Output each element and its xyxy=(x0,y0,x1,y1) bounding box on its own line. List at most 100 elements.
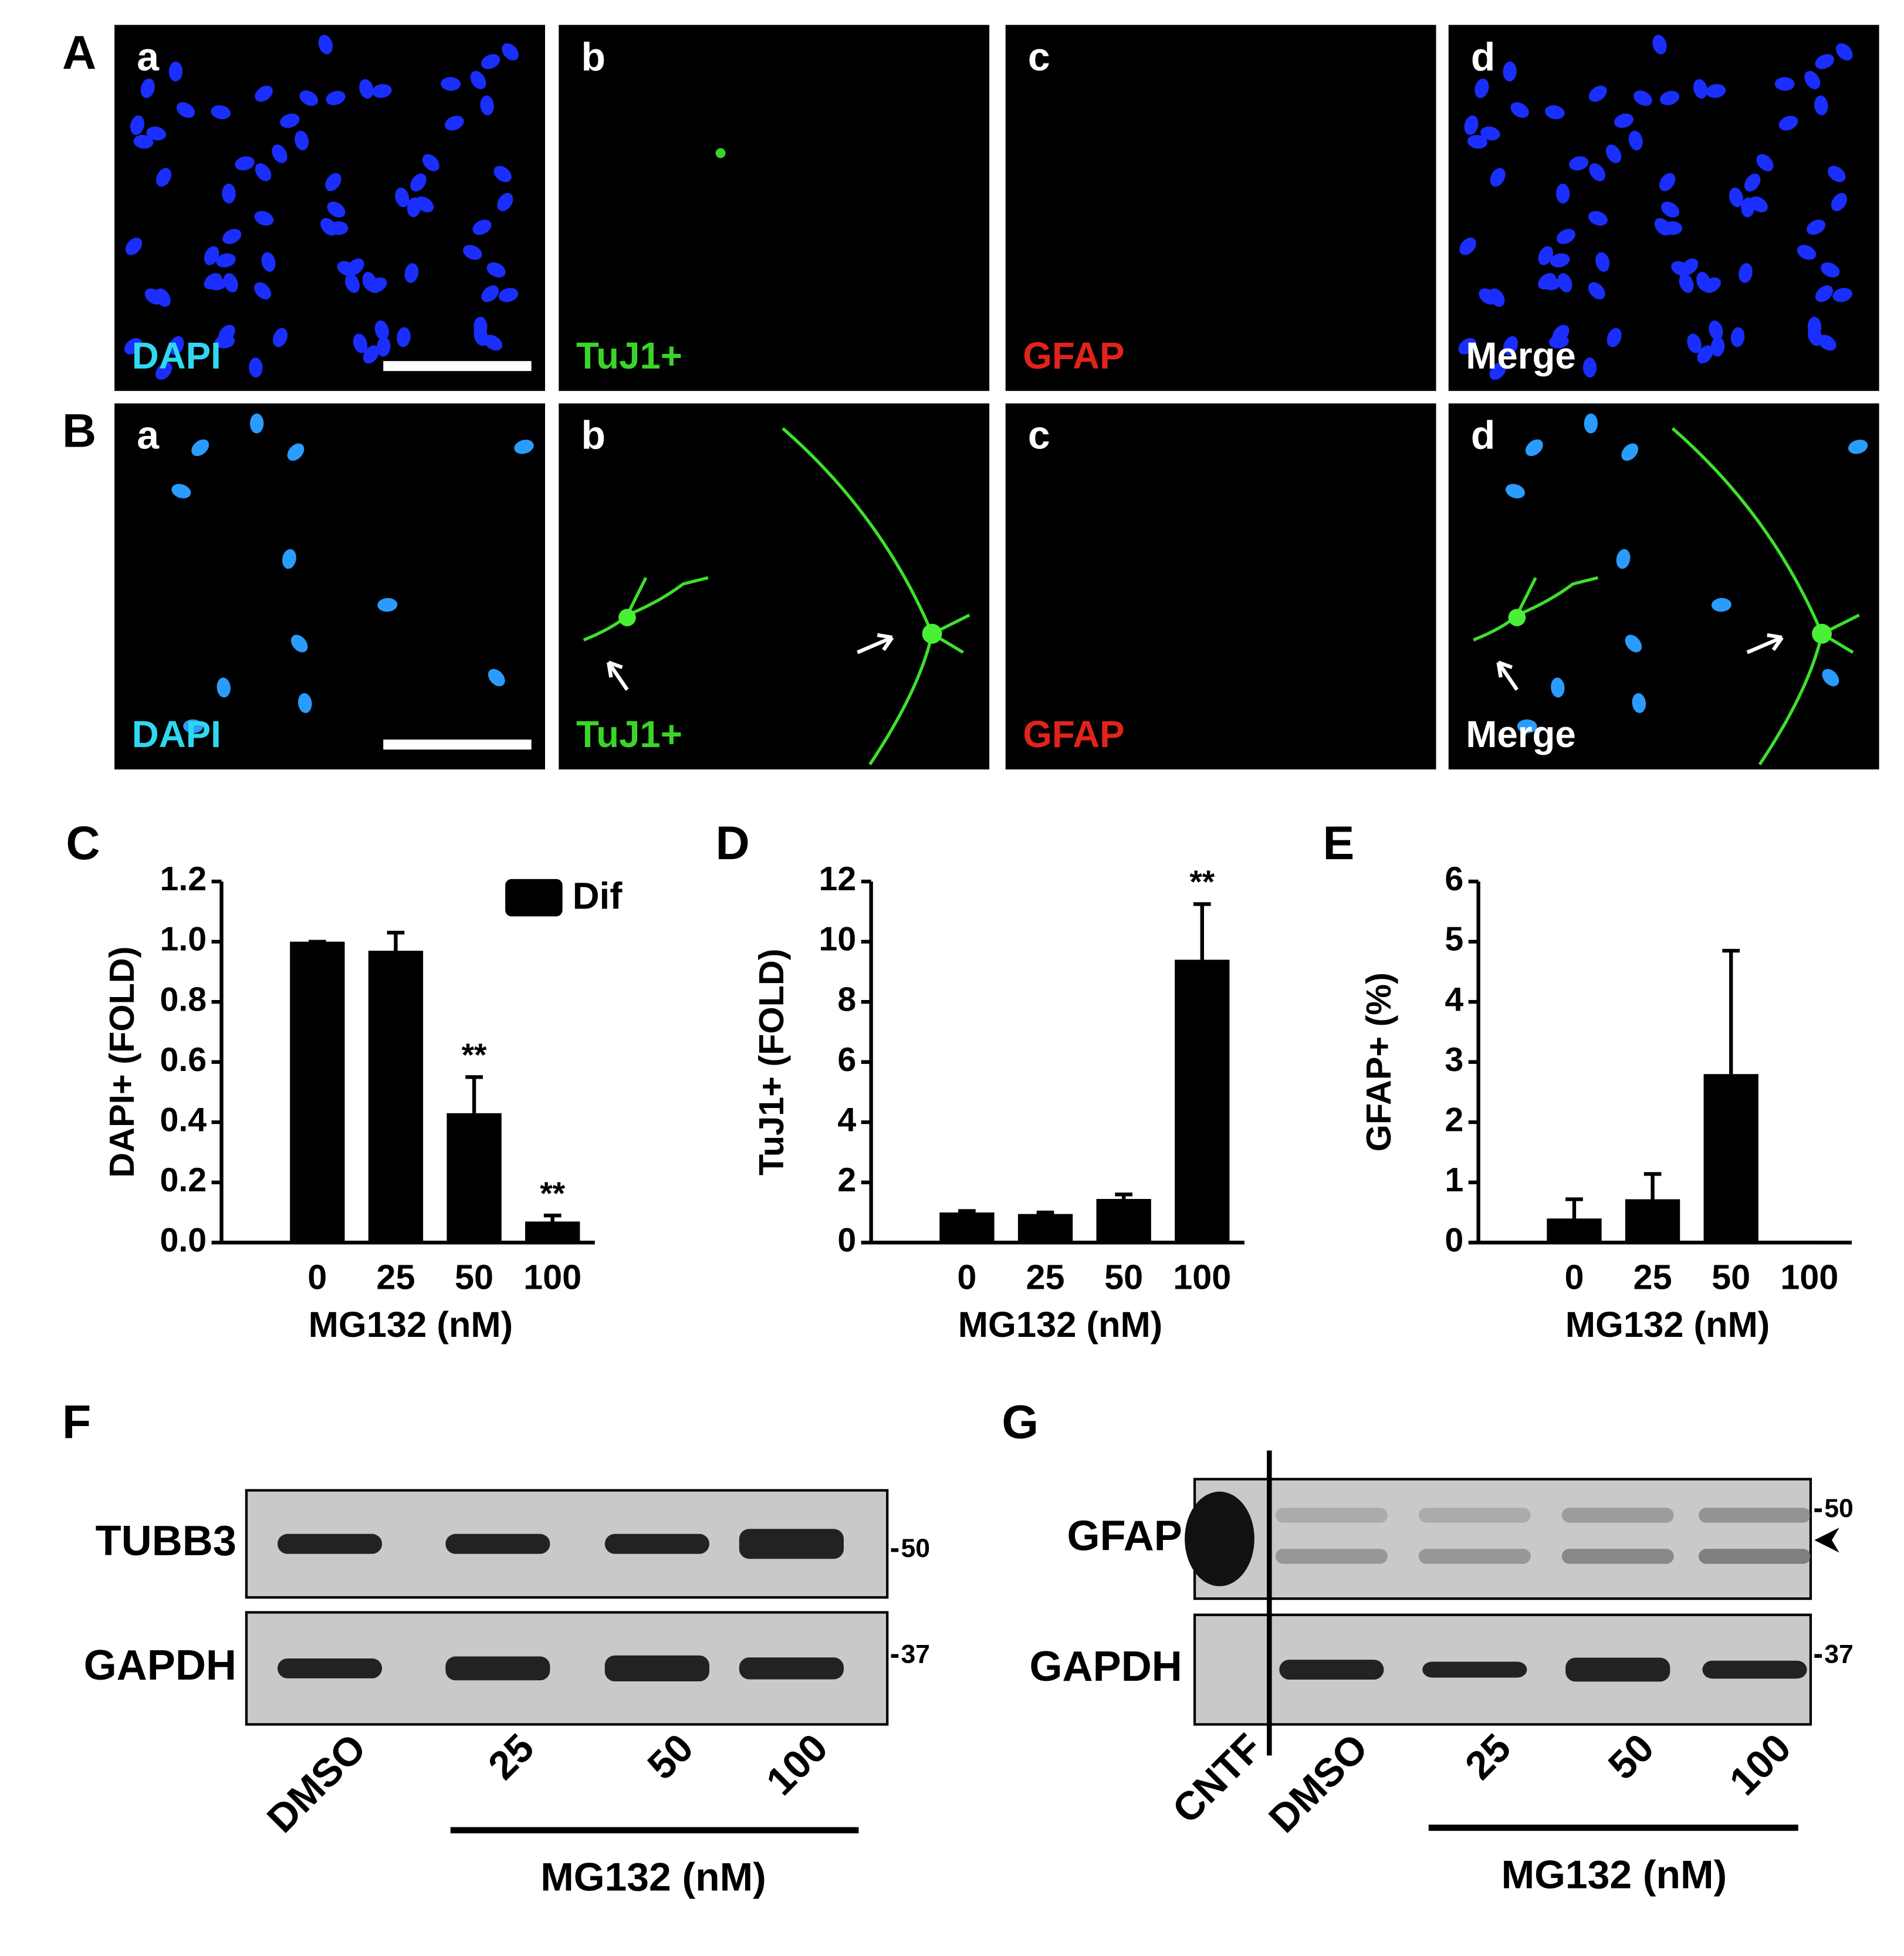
blot-row-label: GAPDH xyxy=(84,1642,236,1689)
nucleus xyxy=(1804,70,1821,90)
nucleus xyxy=(480,95,494,116)
panel-letter: c xyxy=(1028,414,1050,458)
nucleus xyxy=(1503,336,1519,356)
nucleus xyxy=(250,413,264,434)
nucleus xyxy=(1744,173,1761,192)
nucleus xyxy=(474,316,488,337)
nucleus xyxy=(1550,253,1570,268)
x-tick-label: 25 xyxy=(376,1258,415,1297)
error-bar xyxy=(1193,902,1211,960)
nucleus xyxy=(1835,43,1853,61)
bar xyxy=(1547,1218,1602,1243)
nucleus xyxy=(261,252,276,272)
nucleus xyxy=(1464,115,1479,136)
nucleus xyxy=(1489,288,1505,307)
nucleus xyxy=(1632,693,1646,713)
nucleus xyxy=(1661,201,1680,218)
panel-letter: d xyxy=(1471,414,1495,458)
nucleus xyxy=(217,677,231,698)
band xyxy=(1561,1508,1674,1523)
nucleus xyxy=(1815,285,1833,302)
stain-label: DAPI xyxy=(132,335,221,377)
nucleus xyxy=(1552,325,1570,343)
nucleus xyxy=(362,272,377,292)
group-label: MG132 (nM) xyxy=(540,1855,766,1899)
nucleus xyxy=(191,439,209,457)
nucleus xyxy=(1634,90,1652,106)
nucleus xyxy=(249,357,263,378)
nucleus xyxy=(1584,413,1598,434)
nucleus xyxy=(235,156,255,171)
nucleus xyxy=(1652,35,1667,55)
nucleus xyxy=(1595,252,1610,272)
y-tick-label: 10 xyxy=(819,921,856,958)
lane-label: 50 xyxy=(640,1725,702,1788)
panel-letter: D xyxy=(716,817,750,870)
nucleus xyxy=(1614,113,1634,128)
nucleus xyxy=(359,79,374,99)
nucleus xyxy=(1696,272,1711,292)
nucleus xyxy=(1815,54,1834,69)
panel-letter: a xyxy=(137,414,160,458)
lane-label: 25 xyxy=(1457,1725,1519,1788)
nucleus xyxy=(1848,440,1868,454)
stain-label: Merge xyxy=(1466,335,1575,377)
lane-label: 50 xyxy=(1600,1725,1662,1788)
significance: ** xyxy=(462,1036,487,1073)
nucleus xyxy=(353,333,368,353)
x-tick-label: 25 xyxy=(1634,1258,1672,1297)
y-tick-label: 0 xyxy=(837,1221,856,1259)
nucleus xyxy=(255,85,273,102)
nucleus xyxy=(218,325,235,343)
group-label: MG132 (nM) xyxy=(1501,1853,1727,1897)
nucleus xyxy=(1525,439,1543,457)
blot-row-label: GFAP xyxy=(1067,1512,1182,1559)
error-bar xyxy=(1115,1192,1133,1199)
nucleus xyxy=(169,336,184,356)
band xyxy=(1422,1661,1527,1678)
nucleus xyxy=(183,719,204,734)
nucleus xyxy=(1588,282,1605,300)
x-tick-label: 0 xyxy=(1564,1258,1584,1297)
nucleus xyxy=(1778,116,1798,131)
bar xyxy=(1703,1074,1758,1243)
nucleus xyxy=(1693,79,1707,99)
nucleus xyxy=(1814,95,1828,116)
y-tick-label: 2 xyxy=(837,1161,856,1199)
cell xyxy=(715,148,726,158)
nucleus xyxy=(146,126,167,141)
error-bar xyxy=(543,1214,562,1222)
nucleus xyxy=(273,327,288,347)
nucleus xyxy=(1821,262,1840,278)
band xyxy=(1699,1549,1811,1564)
y-tick-label: 0 xyxy=(1445,1221,1463,1259)
nucleus xyxy=(1711,597,1731,612)
nucleus xyxy=(1659,173,1676,191)
row-label: B xyxy=(62,405,96,458)
y-tick-label: 6 xyxy=(1445,860,1463,898)
x-tick-label: 100 xyxy=(1173,1258,1231,1297)
band xyxy=(739,1657,844,1680)
band xyxy=(1279,1660,1384,1680)
nucleus xyxy=(1589,163,1605,181)
nucleus xyxy=(481,54,500,69)
nucleus xyxy=(514,440,534,454)
blot-row-label: GAPDH xyxy=(1029,1643,1182,1690)
nucleus xyxy=(371,84,392,98)
significance: ** xyxy=(540,1175,565,1211)
nucleus xyxy=(1709,320,1723,340)
bar xyxy=(1175,960,1230,1243)
lane-label: DMSO xyxy=(1261,1725,1377,1841)
nucleus xyxy=(1807,316,1822,337)
nucleus xyxy=(1739,263,1753,283)
arrow xyxy=(606,660,629,691)
nucleus xyxy=(287,443,305,461)
y-tick-label: 0.0 xyxy=(160,1221,207,1259)
error-bar xyxy=(465,1075,483,1113)
nucleus xyxy=(1490,168,1506,187)
marker-label: 50 xyxy=(901,1534,931,1563)
nucleus xyxy=(1503,61,1517,82)
arrow xyxy=(857,633,894,654)
nucleus xyxy=(1710,336,1725,357)
y-tick-label: 3 xyxy=(1445,1041,1463,1079)
